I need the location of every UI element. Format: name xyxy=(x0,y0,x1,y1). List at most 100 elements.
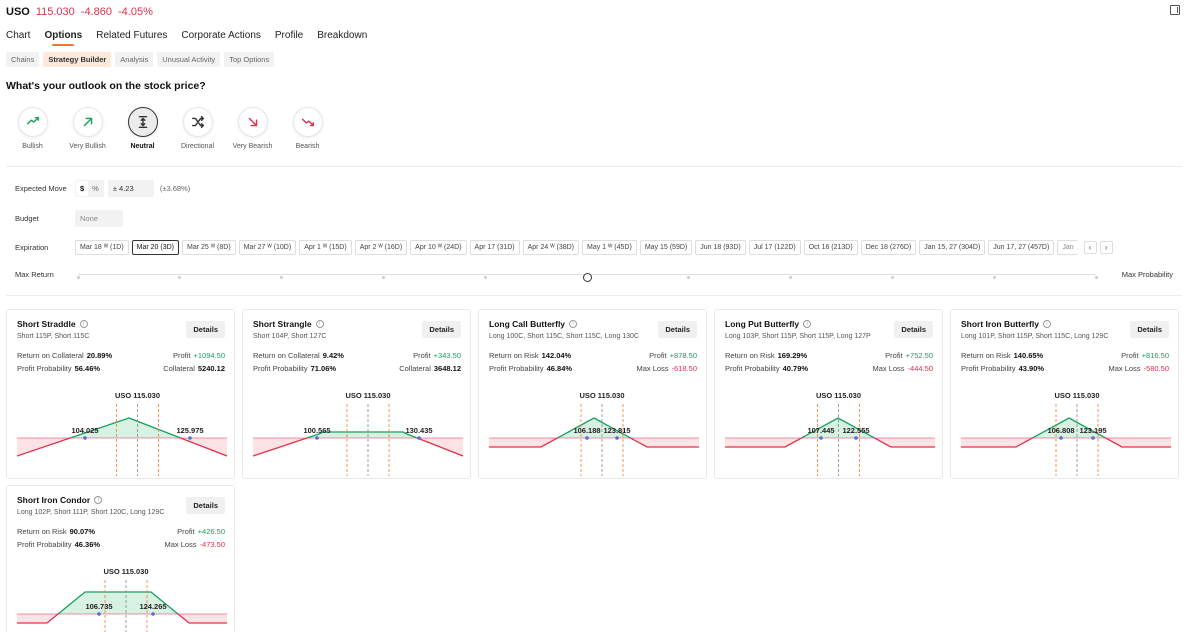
slider-step-dot xyxy=(76,276,80,279)
ticker-symbol: USO xyxy=(6,6,30,18)
return-value: 140.65% xyxy=(1013,351,1044,360)
risk-label: Collateral xyxy=(163,364,195,373)
budget-row: Budget None xyxy=(15,210,123,227)
breakeven-label: 107.445 xyxy=(807,426,834,435)
main-tab-related-futures[interactable]: Related Futures xyxy=(96,30,168,41)
outlook-neutral[interactable]: Neutral xyxy=(115,107,170,150)
slider-step-dot xyxy=(280,276,284,279)
sub-tab-top-options[interactable]: Top Options xyxy=(224,52,275,67)
risk-label: Max Loss xyxy=(164,540,197,549)
ticker-change: -4.860 xyxy=(80,6,112,18)
outlook-very-bearish[interactable]: Very Bearish xyxy=(225,107,280,150)
slider-knob[interactable] xyxy=(582,273,592,282)
unit-toggle: $ % xyxy=(75,180,104,197)
expiration-next-button[interactable]: › xyxy=(1099,241,1113,254)
info-icon[interactable]: i xyxy=(315,320,324,328)
main-tab-breakdown[interactable]: Breakdown xyxy=(317,30,368,41)
payoff-chart: USO 115.030 106.735 124.265 xyxy=(17,567,227,632)
neutral-icon xyxy=(138,115,147,129)
main-tab-options[interactable]: Options xyxy=(44,30,82,46)
breakeven-dot xyxy=(417,436,421,440)
sub-tab-unusual-activity[interactable]: Unusual Activity xyxy=(157,52,221,67)
probability-value: 40.79% xyxy=(782,364,809,373)
outlook-very-bullish[interactable]: Very Bullish xyxy=(60,107,115,150)
probability-label: Profit Probability xyxy=(961,364,1016,373)
expiration-chip[interactable]: Apr 2 ᵂ (16D) xyxy=(354,240,408,255)
outlook-bearish[interactable]: Bearish xyxy=(280,107,335,150)
profit-value: +878.50 xyxy=(669,351,697,360)
expiration-chip[interactable]: Mar 20 (3D) xyxy=(131,240,179,255)
expiration-chip[interactable]: Apr 10 ᵂ (24D) xyxy=(410,240,467,255)
expiration-chip[interactable]: Oct 16 (213D) xyxy=(803,240,858,255)
details-button[interactable]: Details xyxy=(186,321,225,338)
expiration-chip[interactable]: Jan 15, 27 (304D) xyxy=(919,240,986,255)
expiration-chip[interactable]: Jan xyxy=(1057,240,1078,255)
details-button[interactable]: Details xyxy=(1130,321,1169,338)
expiration-chip[interactable]: Apr 1 ᵂ (15D) xyxy=(299,240,352,255)
profit-area xyxy=(489,418,699,438)
expiration-chip[interactable]: Jul 17 (122D) xyxy=(748,240,801,255)
slider-left-label: Max Return xyxy=(15,270,54,279)
strategy-legs: Long 101P, Short 115P, Short 115C, Long … xyxy=(961,333,1109,340)
strategy-card: Short Straddle i Short 115P, Short 115C Det… xyxy=(6,309,235,479)
info-icon[interactable]: i xyxy=(569,320,578,328)
expiration-prev-button[interactable]: ‹ xyxy=(1083,241,1097,254)
ticker-change-pct: -4.05% xyxy=(118,6,153,18)
probability-stat: Profit Probability 46.36% xyxy=(17,540,100,549)
return-label: Return on Risk xyxy=(489,351,539,360)
details-button[interactable]: Details xyxy=(422,321,461,338)
probability-label: Profit Probability xyxy=(725,364,780,373)
probability-value: 46.84% xyxy=(546,364,573,373)
sub-tab-chains[interactable]: Chains xyxy=(6,52,40,67)
profit-stat: Profit +878.50 xyxy=(649,351,697,360)
risk-stat: Max Loss -580.50 xyxy=(1108,364,1169,373)
profit-stat: Profit +343.50 xyxy=(413,351,461,360)
info-icon[interactable]: i xyxy=(803,320,812,328)
expiration-chip[interactable]: Mar 25 ᵂ (8D) xyxy=(182,240,236,255)
slider-track[interactable] xyxy=(76,273,1098,282)
details-button[interactable]: Details xyxy=(186,497,225,514)
main-tab-profile[interactable]: Profile xyxy=(274,30,304,41)
details-button[interactable]: Details xyxy=(894,321,933,338)
main-tab-corporate-actions[interactable]: Corporate Actions xyxy=(181,30,261,41)
expiration-chip[interactable]: Apr 24 ᵂ (38D) xyxy=(522,240,579,255)
expiration-chip[interactable]: Apr 17 (31D) xyxy=(469,240,520,255)
divider xyxy=(6,295,1182,296)
profit-stat: Profit +1094.50 xyxy=(173,351,225,360)
expiration-chip[interactable]: May 1 ᵂ (45D) xyxy=(582,240,637,255)
expiration-chip[interactable]: Mar 18 ᵂ (1D) xyxy=(75,240,129,255)
outlook-directional[interactable]: Directional xyxy=(170,107,225,150)
probability-label: Profit Probability xyxy=(489,364,544,373)
sub-tab-strategy-builder[interactable]: Strategy Builder xyxy=(43,52,112,67)
breakeven-dot xyxy=(97,612,101,616)
current-price-label: USO 115.030 xyxy=(103,567,148,576)
budget-input[interactable]: None xyxy=(75,210,123,227)
expiration-chip[interactable]: Dec 18 (276D) xyxy=(860,240,917,255)
risk-label: Collateral xyxy=(399,364,431,373)
expiration-chip[interactable]: Jun 17, 27 (457D) xyxy=(988,240,1055,255)
strategy-name: Long Call Butterfly xyxy=(489,319,566,329)
breakeven-label: 122.555 xyxy=(842,426,869,435)
return-value: 20.89% xyxy=(86,351,113,360)
arrow-up-right-icon xyxy=(83,117,92,127)
expiration-chip[interactable]: May 15 (59D) xyxy=(639,240,693,255)
expiration-chip[interactable]: Mar 27 ᵂ (10D) xyxy=(238,240,297,255)
unit-percent-option[interactable]: % xyxy=(92,184,99,193)
expiration-chip[interactable]: Jun 18 (93D) xyxy=(695,240,746,255)
outlook-bullish[interactable]: Bullish xyxy=(5,107,60,150)
info-icon[interactable]: i xyxy=(1042,320,1051,328)
unit-dollar-option[interactable]: $ xyxy=(76,181,89,196)
details-button[interactable]: Details xyxy=(658,321,697,338)
expiration-list: Mar 18 ᵂ (1D) Mar 20 (3D) Mar 25 ᵂ (8D) Mar… xyxy=(75,240,1078,255)
info-icon[interactable]: i xyxy=(79,320,88,328)
info-icon[interactable]: i xyxy=(94,496,103,504)
expected-move-input[interactable]: ± 4.23 xyxy=(107,180,154,197)
return-label: Return on Collateral xyxy=(253,351,320,360)
main-tab-chart[interactable]: Chart xyxy=(6,30,31,41)
exit-panel-icon[interactable] xyxy=(1170,5,1180,15)
breakeven-dot xyxy=(615,436,619,440)
breakeven-dot xyxy=(83,436,87,440)
current-price-label: USO 115.030 xyxy=(816,391,861,400)
outlook-label: Directional xyxy=(180,143,215,150)
sub-tab-analysis[interactable]: Analysis xyxy=(115,52,154,67)
